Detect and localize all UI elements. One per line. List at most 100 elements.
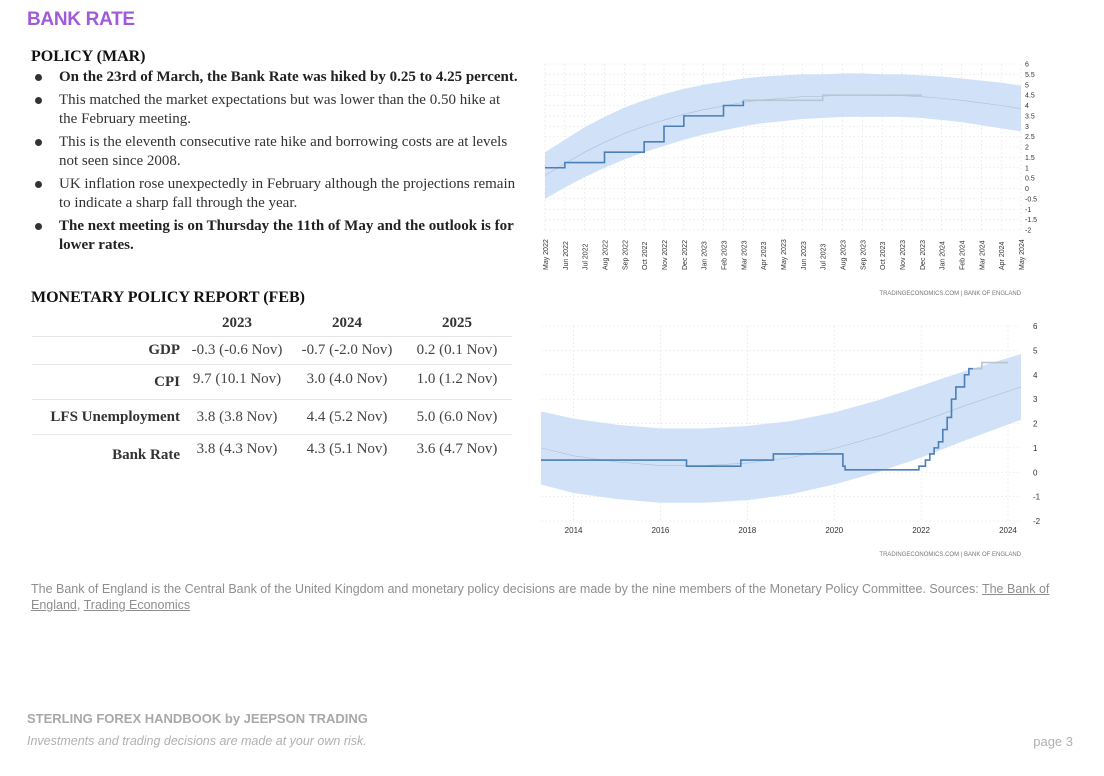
mpr-heading: MONETARY POLICY REPORT (FEB) <box>31 289 305 306</box>
y-tick-label: -1.5 <box>1025 217 1037 224</box>
y-tick-label: 1.5 <box>1025 155 1035 162</box>
page-number: page 3 <box>1033 734 1073 749</box>
x-tick-label: Jul 2023 <box>821 243 828 270</box>
x-tick-label: May 2024 <box>1019 239 1026 270</box>
y-tick-label: 2.5 <box>1025 134 1035 141</box>
mpr-row-label: LFS Unemployment <box>32 399 182 435</box>
x-tick-label: Sep 2023 <box>860 240 867 270</box>
y-tick-label: 6 <box>1025 62 1029 69</box>
x-tick-label: Dec 2022 <box>682 240 689 270</box>
bullet-dot-icon <box>35 181 42 188</box>
mpr-column-header: 2025 <box>442 314 472 331</box>
mpr-cell: 4.4 (5.2 Nov) <box>292 399 402 435</box>
y-tick-label: 2 <box>1025 145 1029 152</box>
bank-rate-series-line <box>743 94 922 102</box>
x-tick-label: Dec 2023 <box>920 240 927 270</box>
x-tick-label: Jun 2023 <box>801 241 808 270</box>
trading-economics-link[interactable]: Trading Economics <box>83 598 191 612</box>
x-tick-label: Sep 2022 <box>622 240 629 270</box>
policy-bullet: On the 23rd of March, the Bank Rate was … <box>32 68 522 87</box>
mpr-row-label: Bank Rate <box>32 434 182 473</box>
x-tick-label: Feb 2024 <box>960 240 967 270</box>
policy-bullet: This is the eleventh consecutive rate hi… <box>32 133 522 171</box>
table-row: CPI 9.7 (10.1 Nov) 3.0 (4.0 Nov) 1.0 (1.… <box>32 364 512 400</box>
y-tick-label: -2 <box>1025 228 1031 235</box>
page-title: BANK RATE <box>27 9 135 30</box>
mpr-corner-cell <box>32 310 182 337</box>
x-tick-label: Apr 2023 <box>761 241 768 270</box>
x-tick-label: 2018 <box>738 526 756 535</box>
y-tick-label: -1 <box>1025 207 1031 214</box>
y-tick-label: 1 <box>1033 444 1038 453</box>
bank-rate-forecast-chart: 6 5.5 5 4.5 4 3.5 3 2.5 2 1.5 1 0.5 0 -0.5 -1 -1.5 -2 May… <box>543 62 1037 298</box>
chart-source-label: TRADINGECONOMICS.COM | BANK OF ENGLAND <box>879 291 1021 297</box>
y-tick-label: -1 <box>1033 493 1041 502</box>
x-tick-label: Nov 2022 <box>662 240 669 270</box>
x-tick-label: 2022 <box>912 526 930 535</box>
bank-of-england-link[interactable]: The Bank of England <box>31 582 1050 612</box>
footer-brand: STERLING FOREX HANDBOOK by JEEPSON TRADI… <box>27 711 368 726</box>
y-tick-label: -0.5 <box>1025 196 1037 203</box>
chart-source-label: TRADINGECONOMICS.COM | BANK OF ENGLAND <box>879 552 1021 558</box>
bank-rate-series-line <box>541 367 974 471</box>
y-tick-label: 5.5 <box>1025 72 1035 79</box>
footer-disclaimer: Investments and trading decisions are ma… <box>27 734 367 748</box>
bank-rate-history-chart: 6 5 4 3 2 1 0 -1 -2 2014 2016 2018 2020 2022 2024 TRADI… <box>540 322 1041 558</box>
x-tick-label: Jan 2023 <box>702 241 709 270</box>
mpr-column-header: 2023 <box>222 314 252 331</box>
policy-bullet: This matched the market expectations but… <box>32 91 522 129</box>
table-row: GDP -0.3 (-0.6 Nov) -0.7 (-2.0 Nov) 0.2 … <box>32 336 512 365</box>
bullet-dot-icon <box>35 97 42 104</box>
y-tick-label: -2 <box>1033 517 1041 526</box>
x-tick-label: May 2022 <box>543 239 550 270</box>
y-tick-label: 4 <box>1033 371 1038 380</box>
mpr-cell: 4.3 (5.1 Nov) <box>292 434 402 473</box>
y-tick-label: 1 <box>1025 165 1029 172</box>
y-tick-label: 3 <box>1033 395 1038 404</box>
y-tick-label: 4.5 <box>1025 93 1035 100</box>
mpr-cell: -0.3 (-0.6 Nov) <box>182 336 292 365</box>
bullet-dot-icon <box>35 74 42 81</box>
confidence-band <box>541 354 1021 503</box>
y-tick-label: 5 <box>1033 346 1038 355</box>
x-tick-label: Apr 2024 <box>999 241 1006 270</box>
mpr-row-label: CPI <box>32 364 182 400</box>
x-tick-label: Mar 2024 <box>979 240 986 270</box>
mpr-cell: 3.8 (4.3 Nov) <box>182 434 292 473</box>
mpr-header-row: 2023 2024 2025 <box>32 310 512 337</box>
y-tick-label: 2 <box>1033 420 1038 429</box>
mpr-table: 2023 2024 2025 GDP -0.3 (-0.6 Nov) -0.7 … <box>32 310 512 473</box>
x-tick-label: 2014 <box>565 526 583 535</box>
policy-heading: POLICY (MAR) <box>31 48 146 65</box>
y-tick-label: 4 <box>1025 103 1029 110</box>
policy-bullet-text: UK inflation rose unexpectedly in Februa… <box>59 176 516 211</box>
x-tick-label: Feb 2023 <box>722 240 729 270</box>
x-tick-label: Jul 2022 <box>583 243 590 270</box>
x-tick-label: Aug 2022 <box>603 240 610 270</box>
x-tick-label: Jan 2024 <box>940 241 947 270</box>
x-tick-label: 2024 <box>999 526 1017 535</box>
x-tick-label: May 2023 <box>781 239 788 270</box>
y-tick-label: 6 <box>1033 322 1038 331</box>
table-row: Bank Rate 3.8 (4.3 Nov) 4.3 (5.1 Nov) 3.… <box>32 434 512 473</box>
mpr-cell: -0.7 (-2.0 Nov) <box>292 336 402 365</box>
mpr-column-header: 2024 <box>332 314 362 331</box>
footnote: The Bank of England is the Central Bank … <box>31 581 1061 613</box>
mpr-cell: 3.0 (4.0 Nov) <box>292 364 402 400</box>
y-tick-label: 0.5 <box>1025 176 1035 183</box>
footnote-separator: , <box>76 598 84 612</box>
policy-bullet-text: On the 23rd of March, the Bank Rate was … <box>59 69 518 85</box>
x-tick-label: Jun 2022 <box>563 241 570 270</box>
forecast-midline <box>544 94 1022 176</box>
policy-bullet-text: This is the eleventh consecutive rate hi… <box>59 134 508 169</box>
x-tick-label: Oct 2022 <box>642 241 649 270</box>
y-tick-label: 0 <box>1025 186 1029 193</box>
policy-bullet: The next meeting is on Thursday the 11th… <box>32 217 522 255</box>
y-tick-label: 3.5 <box>1025 113 1035 120</box>
mpr-cell: 5.0 (6.0 Nov) <box>402 399 512 435</box>
mpr-cell: 3.6 (4.7 Nov) <box>402 434 512 473</box>
x-tick-label: Nov 2023 <box>900 240 907 270</box>
mpr-cell: 1.0 (1.2 Nov) <box>402 364 512 400</box>
footnote-text: The Bank of England is the Central Bank … <box>31 582 982 596</box>
mpr-cell: 3.8 (3.8 Nov) <box>182 399 292 435</box>
